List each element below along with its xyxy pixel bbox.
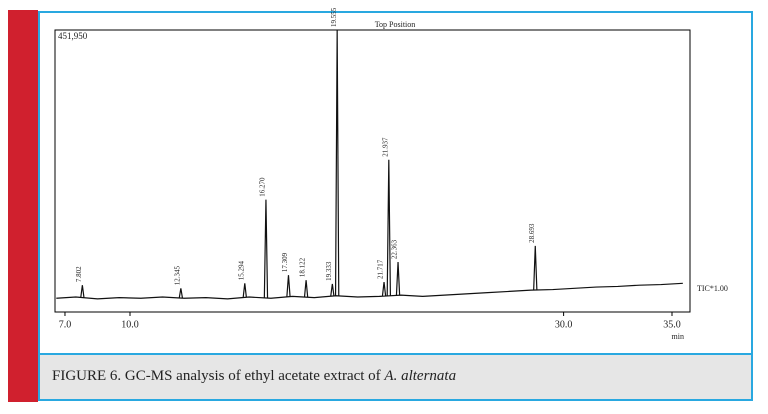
peak xyxy=(178,288,184,299)
max-label: 451,950 xyxy=(58,31,88,41)
peak-label: 19.333 xyxy=(325,261,333,281)
peak xyxy=(381,281,387,297)
peak-label: 16.270 xyxy=(259,177,267,197)
x-unit: min xyxy=(672,332,684,341)
peak xyxy=(533,245,538,291)
figure-border xyxy=(38,11,753,401)
peak xyxy=(303,280,309,298)
peak xyxy=(80,285,85,298)
peak-label: 12.345 xyxy=(173,266,181,286)
peak xyxy=(330,283,335,297)
caption-box xyxy=(40,354,751,399)
peak xyxy=(395,262,401,296)
peak-label: 28.693 xyxy=(528,223,536,243)
x-tick-label: 7.0 xyxy=(59,319,72,330)
peak-label: 17.309 xyxy=(281,252,289,272)
peak xyxy=(242,283,247,298)
peak xyxy=(386,159,392,296)
peak-label: 7.802 xyxy=(75,266,83,282)
caption-text: FIGURE 6. GC-MS analysis of ethyl acetat… xyxy=(52,368,384,384)
x-tick-label: 35.0 xyxy=(663,319,681,330)
peak-label: 21.717 xyxy=(377,259,385,279)
peak-label: 21.937 xyxy=(381,137,389,157)
peak xyxy=(334,29,340,296)
chart-title: Top Position xyxy=(375,20,416,29)
peak xyxy=(263,199,269,298)
peak-label: 19.555 xyxy=(330,7,338,27)
caption: FIGURE 6. GC-MS analysis of ethyl acetat… xyxy=(52,368,456,384)
baseline-trace xyxy=(56,282,683,300)
accent-bar xyxy=(8,10,38,402)
x-tick-label: 10.0 xyxy=(121,319,139,330)
peak-label: 18.122 xyxy=(299,257,307,277)
caption-species: A. alternata xyxy=(383,368,456,384)
plot-frame xyxy=(54,29,691,313)
trace-label: TIC*1.00 xyxy=(697,284,728,293)
peak-label: 22.363 xyxy=(391,239,399,259)
peak xyxy=(286,275,291,297)
x-tick-label: 30.0 xyxy=(555,319,573,330)
peak-label: 15.294 xyxy=(237,261,245,281)
